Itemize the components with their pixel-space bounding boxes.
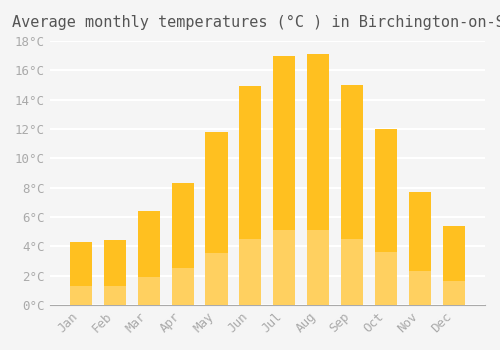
Bar: [443, 281, 465, 305]
Bar: [274, 56, 295, 305]
Bar: [240, 86, 262, 305]
Bar: [172, 268, 194, 305]
Bar: [206, 132, 228, 305]
Bar: [104, 286, 126, 305]
Bar: [342, 85, 363, 305]
Bar: [375, 252, 398, 305]
Bar: [70, 242, 92, 305]
Bar: [409, 192, 432, 305]
Bar: [375, 129, 398, 305]
Bar: [443, 226, 465, 305]
Bar: [308, 54, 330, 305]
Bar: [206, 253, 228, 305]
Title: Average monthly temperatures (°C ) in Birchington-on-Sea: Average monthly temperatures (°C ) in Bi…: [12, 15, 500, 30]
Bar: [138, 277, 160, 305]
Bar: [240, 239, 262, 305]
Bar: [308, 230, 330, 305]
Bar: [342, 239, 363, 305]
Bar: [274, 230, 295, 305]
Bar: [104, 240, 126, 305]
Bar: [172, 183, 194, 305]
Bar: [409, 271, 432, 305]
Bar: [138, 211, 160, 305]
Bar: [70, 286, 92, 305]
